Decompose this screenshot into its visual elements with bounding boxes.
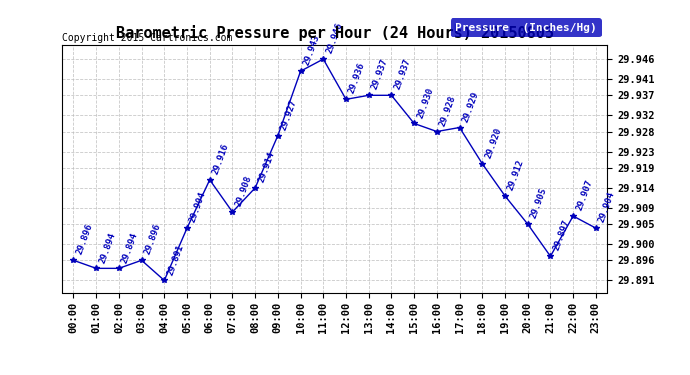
Text: 29.896: 29.896	[75, 223, 95, 256]
Text: 29.897: 29.897	[552, 219, 571, 252]
Text: 29.928: 29.928	[438, 94, 457, 128]
Text: 29.937: 29.937	[370, 58, 390, 91]
Text: 29.894: 29.894	[120, 231, 140, 264]
Text: 29.907: 29.907	[575, 178, 594, 212]
Text: 29.912: 29.912	[506, 158, 526, 192]
Title: Barometric Pressure per Hour (24 Hours) 20150805: Barometric Pressure per Hour (24 Hours) …	[116, 25, 553, 41]
Text: 29.936: 29.936	[347, 62, 367, 95]
Text: 29.927: 29.927	[279, 98, 299, 131]
Text: 29.894: 29.894	[97, 231, 117, 264]
Text: 29.943: 29.943	[302, 34, 322, 67]
Text: 29.920: 29.920	[484, 126, 503, 159]
Text: 29.904: 29.904	[188, 190, 208, 224]
Text: 29.908: 29.908	[234, 174, 253, 208]
Text: 29.891: 29.891	[166, 243, 185, 276]
Text: 29.929: 29.929	[461, 90, 480, 123]
Text: Copyright 2015 Cartronics.com: Copyright 2015 Cartronics.com	[62, 33, 233, 42]
Text: 29.904: 29.904	[598, 190, 617, 224]
Text: 29.916: 29.916	[211, 142, 230, 176]
Text: 29.914: 29.914	[257, 150, 276, 184]
Text: 29.946: 29.946	[325, 21, 344, 55]
Text: 29.896: 29.896	[143, 223, 162, 256]
Text: 29.937: 29.937	[393, 58, 413, 91]
Legend: Pressure  (Inches/Hg): Pressure (Inches/Hg)	[451, 18, 602, 37]
Text: 29.905: 29.905	[529, 186, 549, 220]
Text: 29.930: 29.930	[415, 86, 435, 119]
